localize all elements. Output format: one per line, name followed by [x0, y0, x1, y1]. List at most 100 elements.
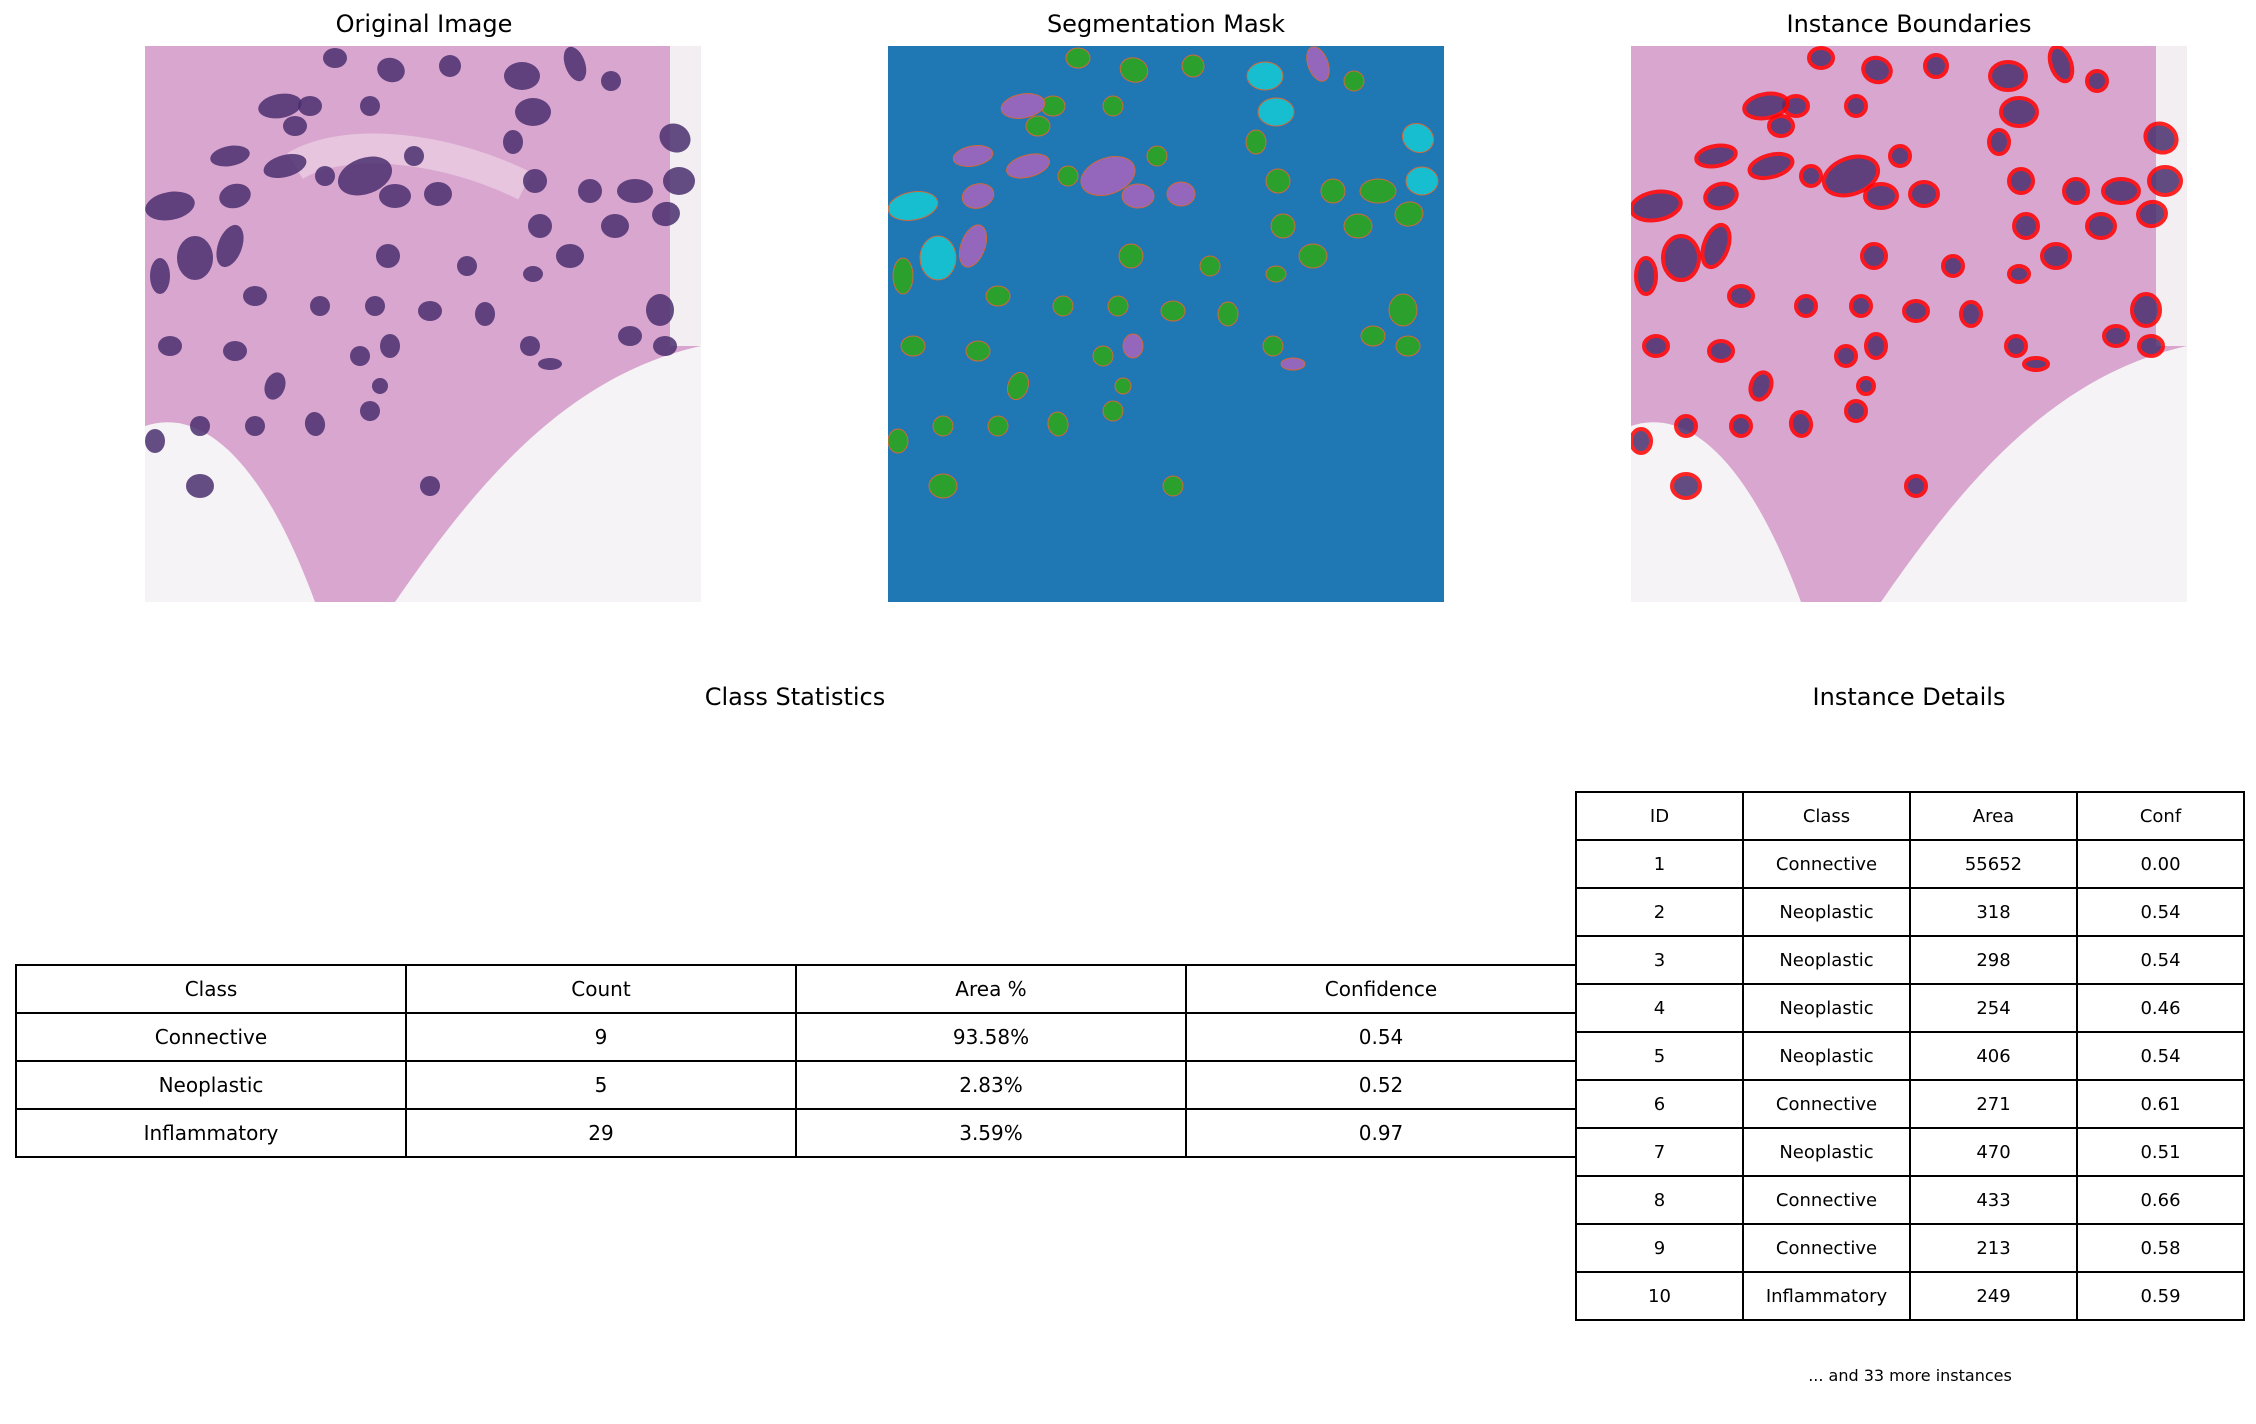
mask-instance [1114, 377, 1132, 395]
instance-boundary [2101, 177, 2141, 205]
nucleus [646, 294, 674, 326]
instance-boundary [1844, 399, 1868, 423]
table-cell: 4 [1575, 983, 1744, 1033]
nucleus [186, 474, 214, 498]
instance-boundary [1642, 334, 1670, 358]
nucleus [360, 96, 380, 116]
nucleus [304, 412, 326, 436]
instance-details-title: Instance Details [1812, 683, 2006, 711]
mask-instance [985, 285, 1011, 307]
table-row: 7 Neoplastic 470 0.51 [1575, 1127, 2245, 1177]
mask-instance [1360, 325, 1386, 347]
instance-boundary [1694, 143, 1738, 169]
table-cell: 3 [1575, 935, 1744, 985]
instance-boundary [1807, 46, 1835, 70]
mask-instance [932, 415, 954, 437]
mask-instance [1395, 335, 1421, 357]
nucleus [528, 214, 552, 238]
mask-instance [1245, 129, 1267, 155]
mask-instance [961, 183, 995, 209]
nucleus [503, 130, 523, 154]
mask-instance [1343, 70, 1365, 92]
instance-boundaries-title: Instance Boundaries [1786, 10, 2032, 38]
instance-boundary [1856, 376, 1876, 396]
mask-instance [1121, 183, 1155, 209]
nucleus [457, 256, 477, 276]
table-row: 1 Connective 55652 0.00 [1575, 839, 2245, 889]
mask-instance [1394, 201, 1424, 227]
table-cell: Connective [1742, 1175, 1911, 1225]
nucleus [376, 244, 400, 268]
table-row: 5 Neoplastic 406 0.54 [1575, 1031, 2245, 1081]
mask-instance [1405, 166, 1439, 196]
table-cell: 0.58 [2076, 1223, 2245, 1273]
instance-boundary [1904, 474, 1928, 498]
mask-instance [1092, 345, 1114, 367]
instance-boundary [2047, 46, 2075, 84]
empty-region [145, 422, 315, 602]
table-cell: 8 [1575, 1175, 1744, 1225]
table-row: Neoplastic 5 2.83% 0.52 [15, 1060, 1577, 1110]
mask-instance [1181, 54, 1205, 78]
mask-instance [888, 191, 939, 221]
instance-boundary [1863, 182, 1899, 210]
mask-instance [1102, 400, 1124, 422]
table-cell: 298 [1909, 935, 2078, 985]
mask-instance [1217, 301, 1239, 327]
instance-boundary [2004, 334, 2028, 358]
nucleus [523, 266, 543, 282]
table-cell: Connective [15, 1012, 407, 1062]
instance-boundary [1864, 332, 1888, 360]
mask-instance [919, 235, 957, 281]
instance-boundary [1788, 410, 1814, 438]
mask-instance [1320, 178, 1346, 204]
mask-instance [1119, 57, 1149, 83]
nucleus [520, 336, 540, 356]
instance-boundary [2147, 165, 2183, 197]
mask-instance [1166, 181, 1196, 207]
table-cell: 433 [1909, 1175, 2078, 1225]
nucleus [258, 93, 302, 119]
table-cell: 0.54 [2076, 935, 2245, 985]
nucleus [315, 166, 335, 186]
nucleus [404, 146, 424, 166]
table-cell: 93.58% [795, 1012, 1187, 1062]
table-cell: 0.61 [2076, 1079, 2245, 1129]
table-cell: 7 [1575, 1127, 1744, 1177]
instance-boundary [1631, 189, 1683, 223]
mask-instance [1401, 122, 1435, 154]
instance-boundary [1799, 164, 1823, 188]
table-header-cell: Class [15, 964, 407, 1014]
instance-boundary [1748, 370, 1774, 402]
mask-instance [1246, 61, 1284, 91]
table-cell: 2.83% [795, 1060, 1187, 1110]
mask-instance [1057, 165, 1079, 187]
nucleus [263, 153, 307, 179]
mask-instance [1388, 293, 1418, 327]
table-cell: 10 [1575, 1271, 1744, 1321]
table-row: 4 Neoplastic 254 0.46 [1575, 983, 2245, 1033]
instance-boundary [1670, 472, 1702, 500]
table-cell: 9 [405, 1012, 797, 1062]
mask-instance [1343, 213, 1373, 239]
nucleus [475, 302, 495, 326]
nucleus [219, 183, 251, 209]
mask-instance [987, 415, 1009, 437]
instance-boundaries-canvas [1631, 46, 2187, 602]
nucleus [223, 341, 247, 361]
mask-instance [1280, 357, 1306, 371]
instance-boundary [1703, 181, 1739, 211]
instance-boundary [1849, 294, 1873, 318]
mask-instance [1102, 95, 1124, 117]
table-cell: 213 [1909, 1223, 2078, 1273]
nucleus [337, 156, 393, 196]
nucleus [601, 71, 621, 91]
nucleus [653, 336, 677, 356]
table-cell: Neoplastic [1742, 1031, 1911, 1081]
nucleus [310, 296, 330, 316]
nucleus [245, 416, 265, 436]
table-cell: Inflammatory [1742, 1271, 1911, 1321]
mask-instance [1025, 115, 1051, 137]
instance-boundary [1834, 344, 1858, 368]
nucleus [420, 476, 440, 496]
